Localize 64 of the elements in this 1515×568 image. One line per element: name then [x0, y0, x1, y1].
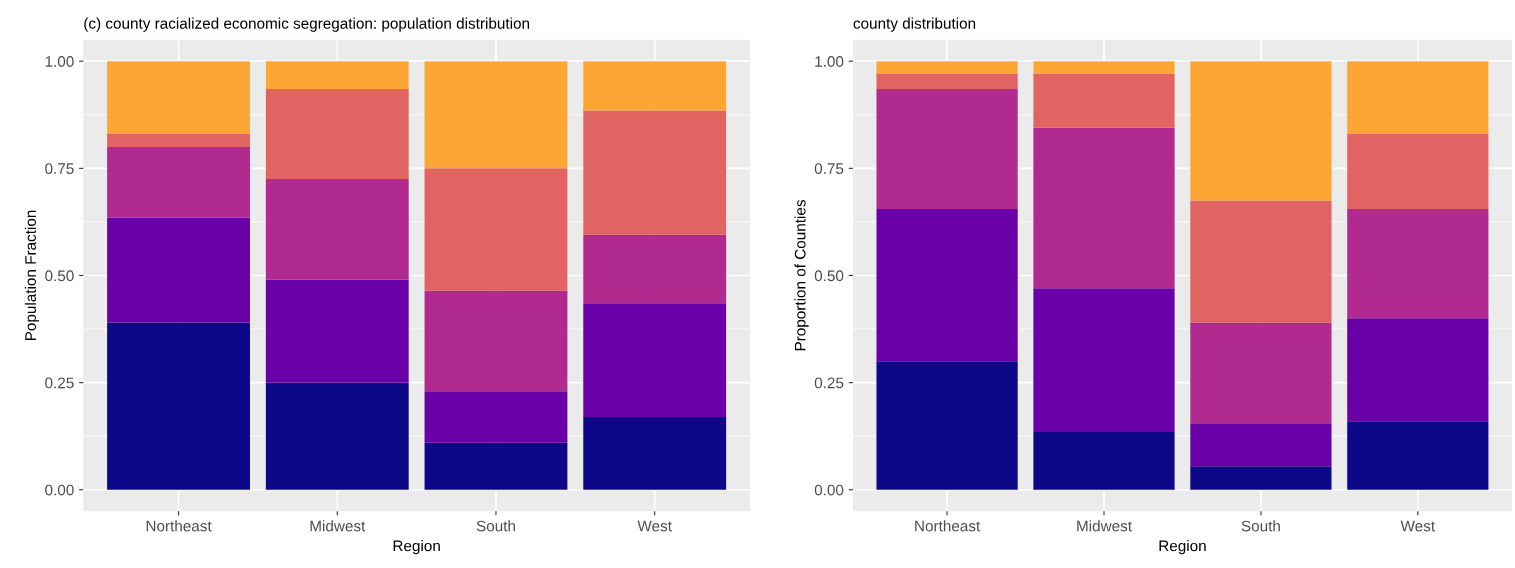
- y-tick-label: 1.00: [45, 56, 74, 67]
- y-tick-label: 0.75: [45, 163, 74, 175]
- bar: [424, 442, 568, 490]
- bar: [265, 382, 409, 490]
- bar: [1033, 288, 1175, 432]
- bar: [1033, 127, 1175, 289]
- bar: [265, 61, 409, 90]
- y-axis-title: Population Fraction: [24, 210, 40, 341]
- bar: [107, 322, 250, 490]
- y-tick-label: 0.25: [45, 377, 74, 389]
- y-tick-label: 1.00: [815, 56, 844, 67]
- bar: [1347, 421, 1489, 490]
- x-tick-label: Northeast: [146, 520, 212, 532]
- bar: [583, 110, 727, 235]
- bar: [1190, 322, 1332, 424]
- bar: [583, 61, 727, 111]
- y-tick-label: 0.25: [814, 377, 844, 389]
- bar: [265, 179, 409, 280]
- bar: [876, 209, 1018, 362]
- x-axis-title: Region: [393, 540, 440, 555]
- bar: [1347, 318, 1489, 422]
- bar: [1190, 200, 1332, 323]
- bar: [1347, 134, 1489, 210]
- bar: [876, 74, 1018, 90]
- bar: [107, 61, 250, 135]
- y-tick-label: 0.50: [814, 270, 844, 282]
- bar: [1190, 466, 1332, 490]
- x-tick-label: Midwest: [1077, 520, 1132, 532]
- x-tick-label: Northeast: [915, 520, 981, 532]
- y-tick-label: 0.75: [814, 163, 844, 175]
- bar: [583, 234, 727, 304]
- bar: [1033, 61, 1175, 75]
- bar: [107, 134, 250, 147]
- bar: [876, 61, 1018, 75]
- bar: [876, 89, 1018, 210]
- bar: [424, 391, 568, 443]
- y-tick-label: 0.50: [45, 270, 74, 282]
- bar: [1033, 74, 1175, 128]
- x-tick-label: Midwest: [310, 520, 366, 532]
- bar: [1033, 431, 1175, 490]
- x-tick-label: West: [637, 520, 672, 532]
- bar: [265, 279, 409, 383]
- bar: [424, 290, 568, 392]
- bar: [107, 146, 250, 218]
- y-tick-label: 0.00: [45, 484, 74, 496]
- chart-title: county distribution: [853, 17, 976, 32]
- bar: [1347, 209, 1489, 319]
- x-tick-label: South: [476, 520, 515, 532]
- bar: [583, 303, 727, 417]
- x-tick-label: West: [1400, 520, 1435, 532]
- bar: [1190, 423, 1332, 467]
- x-axis-title: Region: [1159, 540, 1206, 555]
- chart-title: (c) county racialized economic segregation: population distribution: [84, 17, 530, 32]
- y-axis-title: Proportion of Counties: [794, 200, 809, 351]
- bar: [424, 168, 568, 291]
- x-tick-label: South: [1241, 520, 1280, 532]
- bar: [1190, 61, 1332, 201]
- y-tick-label: 0.00: [814, 484, 844, 496]
- bar: [876, 361, 1018, 490]
- bar: [107, 217, 250, 323]
- bar: [1347, 61, 1489, 135]
- bar: [424, 61, 568, 169]
- bar: [265, 89, 409, 180]
- bar: [583, 416, 727, 490]
